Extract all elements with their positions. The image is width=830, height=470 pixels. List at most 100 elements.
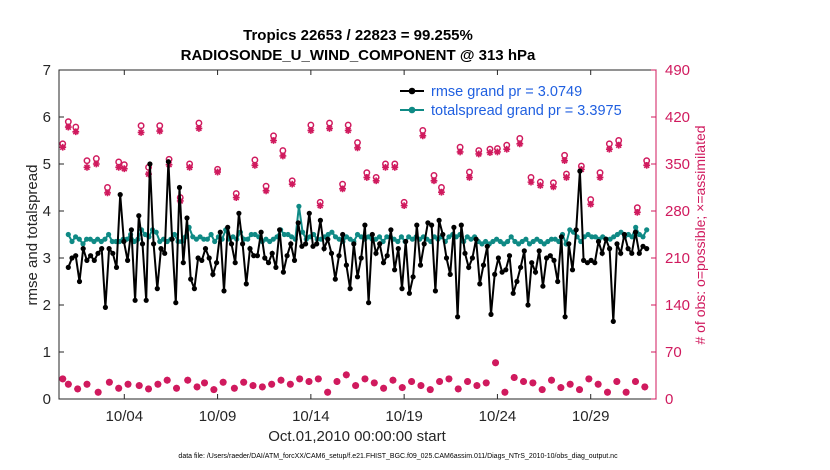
y-tick-label: 7 [43,62,51,79]
rmse-point [69,255,75,261]
rmse-point [406,290,412,296]
y-tick-label: 5 [43,156,51,173]
x-tick-label: 10/29 [572,408,610,425]
rmse-point [492,271,498,277]
obs-assimilated-marker [494,148,501,156]
obs-assimilated-low-marker [538,386,546,393]
rmse-point [429,222,435,228]
obs-assimilated-marker [115,163,123,171]
rmse-point [151,241,157,247]
obs-assimilated-low-marker [296,375,304,383]
rmse-point [210,271,216,277]
rmse-point [458,222,464,228]
rmse-point [540,283,546,289]
spread-point [157,238,163,245]
spread-point [343,234,350,240]
obs-assimilated-marker [475,150,483,158]
rmse-point [480,262,487,268]
rmse-point [551,257,557,263]
rmse-point [173,300,179,306]
obs-assimilated-low-marker [520,378,527,385]
rmse-point [536,248,542,254]
rmse-point [184,215,190,221]
rmse-point [217,229,223,235]
obs-assimilated-marker [279,152,287,160]
rmse-point [518,264,524,270]
rmse-point [243,281,249,287]
obs-assimilated-marker [430,177,438,185]
obs-assimilated-low-marker [641,383,649,391]
spread-point [526,241,533,247]
rmse-point [295,220,301,226]
obs-assimilated-low-marker [426,386,434,393]
rmse-point [199,257,205,263]
spread-point [153,229,159,235]
rmse-point [303,241,309,247]
obs-assimilated-low-marker [115,384,123,392]
obs-assimilated-marker [72,128,80,136]
obs-assimilated-low-marker [613,378,621,385]
rmse-point [388,227,394,233]
rmse-point [299,243,305,249]
rmse-point [514,278,520,285]
spread-point [512,238,518,245]
rmse-point [447,271,453,277]
rmse-point [595,238,602,245]
rmse-point [240,241,246,247]
rmse-point [525,302,531,308]
rmse-point [377,241,383,247]
obs-assimilated-marker [456,148,464,156]
y-tick-label: 3 [43,250,51,267]
spread-point [193,236,199,242]
y-tick-label-right: 70 [665,344,682,361]
spread-point [281,231,287,238]
rmse-point [121,238,127,245]
rmse-point [236,210,242,216]
rmse-point [158,246,164,252]
rmse-point [340,231,346,238]
obs-assimilated-marker [363,174,371,181]
obs-possible-marker [137,122,145,130]
rmse-point [362,222,368,228]
obs-assimilated-marker [326,125,333,132]
obs-assimilated-marker [549,183,557,191]
obs-assimilated-marker [262,187,270,195]
obs-assimilated-marker [104,189,111,197]
rmse-point [451,224,457,230]
spread-point [95,236,101,242]
series-lines [65,159,650,324]
obs-assimilated-marker [270,137,277,144]
x-axis: 10/04 10/09 10/14 10/19 10/24 10/29 [106,70,610,425]
obs-assimilated-low-marker [557,384,565,391]
spread-point [395,238,401,245]
spread-point [106,231,112,238]
obs-assimilated-marker [466,174,473,181]
spread-point [252,231,258,238]
spread-point [629,234,635,240]
rmse-point [629,250,635,256]
rmse-point [392,267,398,273]
spread-point [270,236,276,242]
rmse-point [443,255,450,261]
footer-data-file: data file: /Users/raeder/DAI/ATM_forcXX/… [178,453,618,460]
obs-assimilated-marker [339,185,346,193]
rmse-point [358,255,364,261]
rmse-point [284,253,290,259]
rmse-point [206,255,212,261]
rmse-point [432,288,438,294]
obs-assimilated-low-marker [566,380,574,388]
rmse-point [562,314,568,320]
rmse-point [421,241,427,247]
rmse-point [532,269,539,275]
rmse-point [577,168,583,174]
obs-assimilated-marker [344,127,352,134]
rmse-point [143,297,149,303]
obs-assimilated-marker [64,123,72,131]
spread-point [212,238,218,245]
rmse-point [403,238,409,245]
obs-assimilated-low-marker [576,386,583,393]
rmse-point [336,253,342,259]
spread-point [245,236,251,242]
y-tick-label: 2 [43,297,51,314]
spread-point [201,236,207,242]
